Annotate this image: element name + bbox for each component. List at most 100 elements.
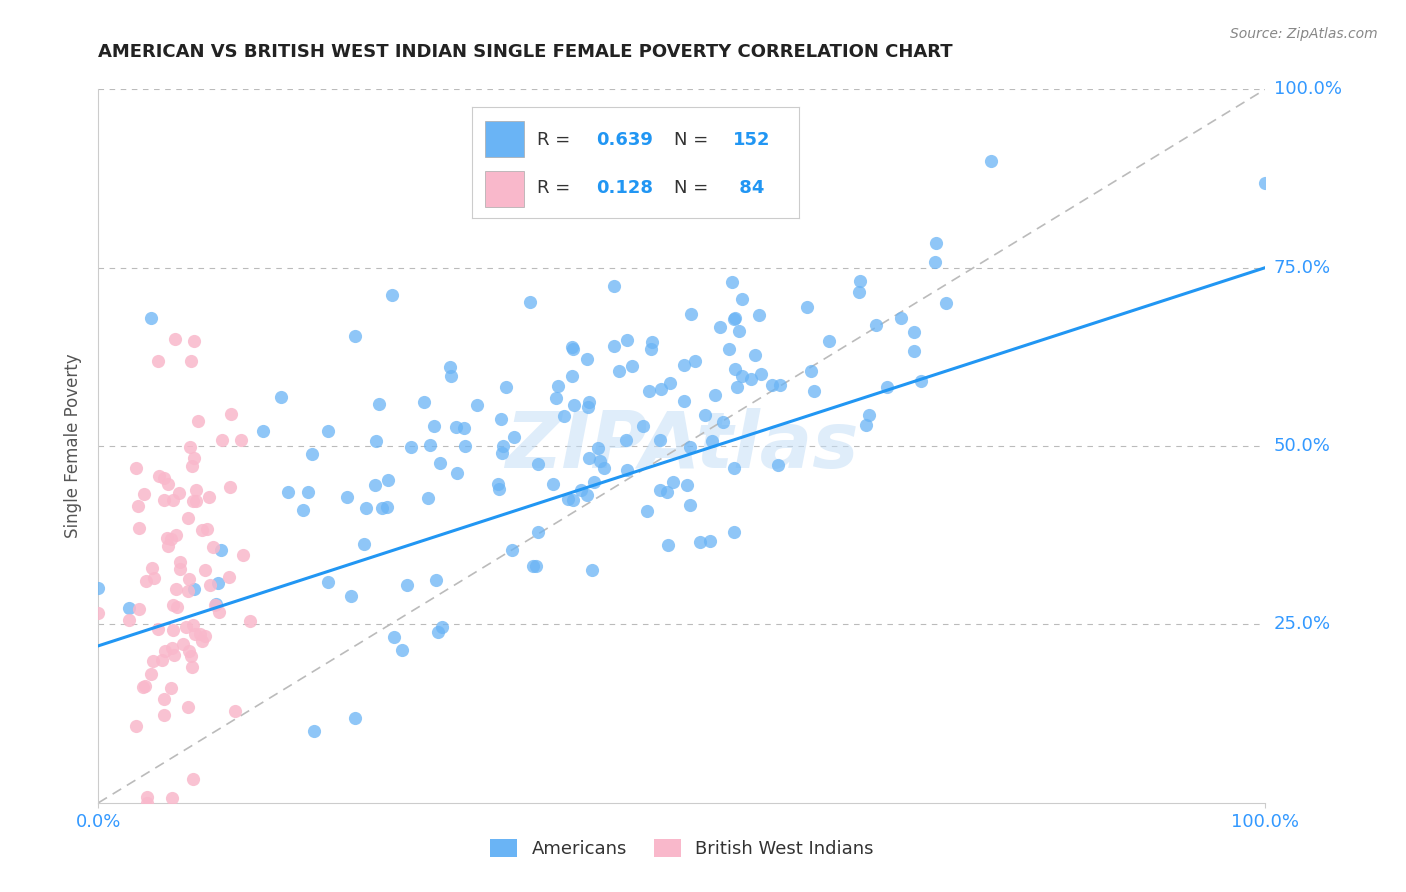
Point: [723, 312, 745, 326]
Point: [723, 524, 745, 539]
Point: [160, 640, 183, 655]
Point: [340, 589, 363, 603]
Point: [429, 456, 451, 470]
Point: [277, 484, 299, 499]
Point: [156, 531, 179, 545]
Point: [678, 441, 700, 455]
Point: [744, 348, 766, 362]
Point: [163, 332, 186, 346]
Point: [675, 477, 697, 491]
Point: [439, 359, 461, 374]
Point: [343, 329, 366, 343]
Point: [700, 434, 723, 448]
Point: [371, 500, 394, 515]
Point: [204, 599, 226, 613]
Point: [593, 461, 616, 475]
Point: [631, 419, 654, 434]
Point: [430, 620, 453, 634]
Point: [395, 578, 418, 592]
Point: [855, 417, 877, 432]
Point: [354, 501, 377, 516]
Point: [176, 511, 198, 525]
Point: [980, 153, 1002, 168]
Point: [683, 353, 706, 368]
Point: [270, 390, 292, 404]
Point: [207, 605, 229, 619]
Point: [177, 644, 200, 658]
Point: [717, 343, 740, 357]
Point: [561, 340, 583, 354]
Point: [382, 630, 405, 644]
Point: [143, 571, 166, 585]
Point: [725, 380, 748, 394]
Point: [134, 680, 156, 694]
Point: [727, 324, 749, 338]
Point: [239, 614, 262, 628]
Point: [381, 288, 404, 302]
Point: [693, 408, 716, 422]
Point: [557, 491, 579, 506]
Point: [132, 681, 155, 695]
Point: [416, 491, 439, 505]
Point: [336, 490, 359, 504]
Text: 100.0%: 100.0%: [1274, 80, 1341, 98]
Point: [364, 434, 387, 448]
Point: [156, 477, 179, 491]
Point: [181, 494, 204, 508]
Point: [139, 311, 162, 326]
Point: [252, 424, 274, 438]
Point: [153, 644, 176, 658]
Point: [219, 407, 242, 421]
Point: [399, 440, 422, 454]
Point: [141, 561, 163, 575]
Point: [177, 700, 200, 714]
Point: [364, 478, 387, 492]
Point: [146, 353, 169, 368]
Point: [761, 377, 783, 392]
Point: [616, 333, 638, 347]
Point: [224, 704, 246, 718]
Point: [638, 384, 661, 399]
Point: [704, 388, 727, 402]
Point: [218, 570, 240, 584]
Point: [148, 469, 170, 483]
Point: [177, 583, 200, 598]
Point: [562, 398, 585, 412]
Text: AMERICAN VS BRITISH WEST INDIAN SINGLE FEMALE POVERTY CORRELATION CHART: AMERICAN VS BRITISH WEST INDIAN SINGLE F…: [98, 43, 953, 61]
Point: [491, 446, 513, 460]
Point: [205, 597, 228, 611]
Point: [576, 352, 599, 367]
Point: [136, 790, 159, 805]
Text: 50.0%: 50.0%: [1274, 437, 1330, 455]
Point: [553, 409, 575, 423]
Point: [413, 395, 436, 409]
Point: [848, 285, 870, 299]
Y-axis label: Single Female Poverty: Single Female Poverty: [65, 354, 83, 538]
Point: [194, 563, 217, 577]
Point: [495, 380, 517, 394]
Text: Source: ZipAtlas.com: Source: ZipAtlas.com: [1230, 27, 1378, 41]
Point: [353, 537, 375, 551]
Point: [890, 311, 912, 326]
Point: [167, 485, 190, 500]
Point: [117, 614, 139, 628]
Point: [800, 364, 823, 378]
Point: [177, 572, 200, 586]
Point: [87, 606, 110, 620]
Point: [179, 440, 201, 454]
Point: [489, 412, 512, 426]
Point: [699, 534, 721, 549]
Point: [391, 642, 413, 657]
Point: [124, 461, 146, 475]
Point: [641, 335, 664, 350]
Point: [721, 275, 744, 289]
Point: [160, 681, 183, 695]
Text: ZIPAtlas: ZIPAtlas: [505, 408, 859, 484]
Point: [650, 433, 672, 447]
Point: [689, 535, 711, 549]
Point: [769, 378, 792, 392]
Point: [440, 368, 463, 383]
Point: [636, 504, 658, 518]
Point: [219, 480, 242, 494]
Point: [492, 438, 515, 452]
